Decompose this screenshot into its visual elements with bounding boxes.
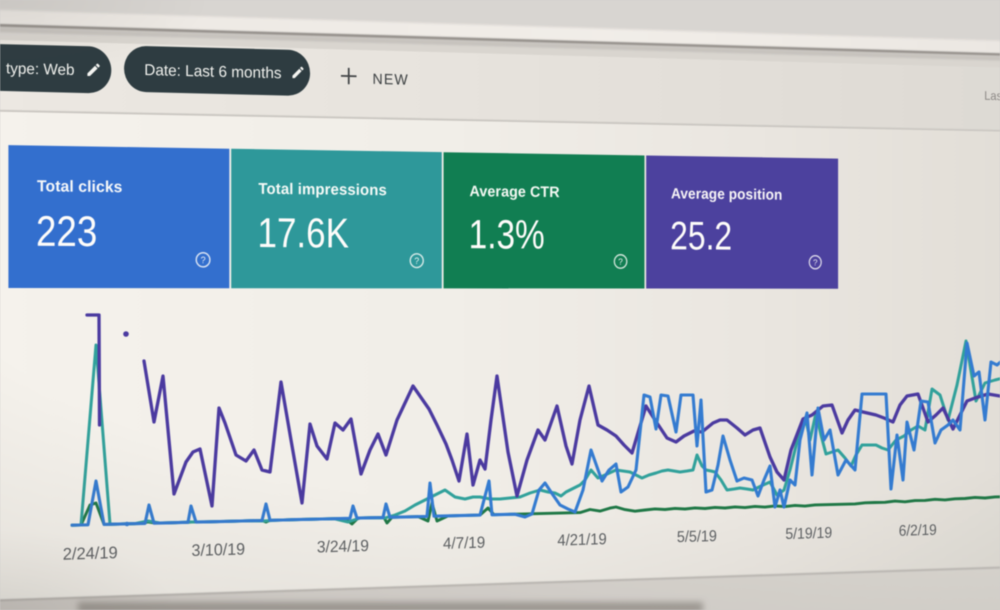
svg-text:1.3%: 1.3% <box>469 211 545 257</box>
svg-text:25.2: 25.2 <box>670 213 732 259</box>
svg-text:5/19/19: 5/19/19 <box>785 525 832 543</box>
svg-text:?: ? <box>813 258 818 267</box>
svg-text:Last updated: 19 hours ago: Last updated: 19 hours ago <box>984 88 1000 106</box>
svg-text:?: ? <box>414 256 419 266</box>
svg-text:Total impressions: Total impressions <box>258 180 386 199</box>
svg-text:4/21/19: 4/21/19 <box>557 531 606 550</box>
svg-text:?: ? <box>618 256 623 266</box>
svg-text:NEW: NEW <box>373 72 409 89</box>
svg-text:17.6K: 17.6K <box>257 210 349 257</box>
svg-text:3/24/19: 3/24/19 <box>317 538 369 557</box>
svg-text:Average CTR: Average CTR <box>470 184 560 202</box>
svg-text:5/5/19: 5/5/19 <box>677 527 717 546</box>
svg-text:Average position: Average position <box>671 186 782 204</box>
svg-text:2/24/19: 2/24/19 <box>63 543 118 564</box>
svg-text:223: 223 <box>36 208 97 256</box>
svg-text:4/7/19: 4/7/19 <box>443 534 485 553</box>
svg-text:3/10/19: 3/10/19 <box>192 540 245 560</box>
svg-text:type: Web: type: Web <box>6 60 75 79</box>
svg-text:6/2/19: 6/2/19 <box>899 522 937 540</box>
svg-text:Date: Last 6 months: Date: Last 6 months <box>144 62 282 83</box>
svg-text:Total clicks: Total clicks <box>37 178 123 196</box>
svg-text:?: ? <box>201 255 206 265</box>
